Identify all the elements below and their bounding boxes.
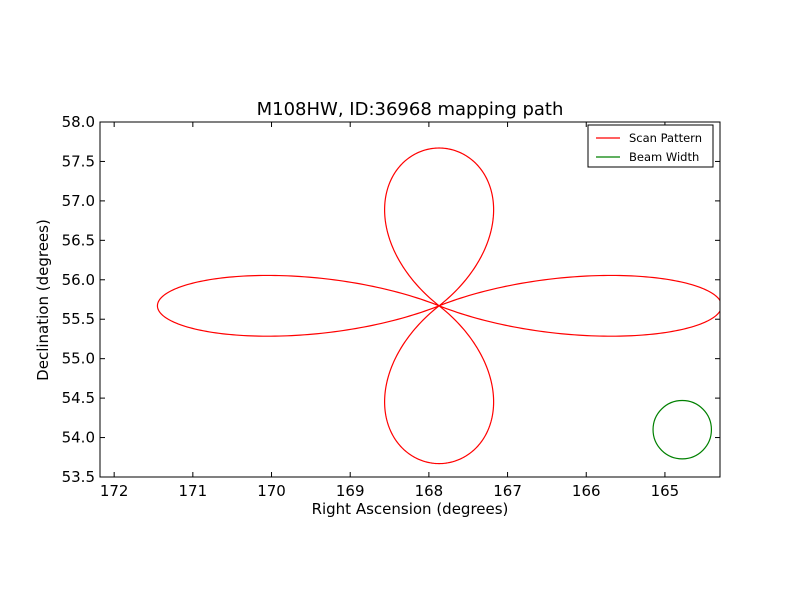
x-tick-label: 172 — [100, 482, 129, 500]
x-axis: 172 171 170 169 168 167 166 165 — [100, 122, 679, 500]
plot-area — [156, 147, 720, 465]
x-tick-label: 168 — [415, 482, 444, 500]
legend-label-scan-pattern: Scan Pattern — [629, 131, 702, 145]
plot-frame — [99, 121, 721, 478]
y-tick-label: 55.0 — [62, 350, 95, 368]
y-tick-label: 57.5 — [62, 152, 95, 170]
x-tick-label: 169 — [336, 482, 365, 500]
x-axis-label: Right Ascension (degrees) — [312, 500, 509, 518]
y-tick-label: 53.5 — [62, 468, 95, 486]
legend: Scan Pattern Beam Width — [587, 124, 714, 168]
y-axis: 53.5 54.0 54.5 55.0 55.5 56.0 56.5 57.0 57.5 58.0 — [62, 113, 720, 486]
y-tick-label: 55.5 — [62, 310, 95, 328]
y-tick-label: 56.0 — [62, 271, 95, 289]
x-tick-label: 166 — [572, 482, 601, 500]
x-tick-label: 165 — [651, 482, 680, 500]
y-tick-label: 54.5 — [62, 389, 95, 407]
y-tick-label: 54.0 — [62, 429, 95, 447]
legend-label-beam-width: Beam Width — [629, 150, 699, 164]
y-tick-label: 57.0 — [62, 192, 95, 210]
scan-pattern-line — [156, 147, 720, 465]
y-tick-label: 58.0 — [62, 113, 95, 131]
legend-box — [587, 124, 714, 168]
x-tick-label: 171 — [179, 482, 208, 500]
y-axis-label: Declination (degrees) — [34, 219, 52, 381]
y-tick-label: 56.5 — [62, 231, 95, 249]
beam-width-circle — [652, 399, 713, 460]
chart-title: M108HW, ID:36968 mapping path — [257, 99, 564, 120]
x-tick-label: 170 — [257, 482, 286, 500]
x-tick-label: 167 — [493, 482, 522, 500]
